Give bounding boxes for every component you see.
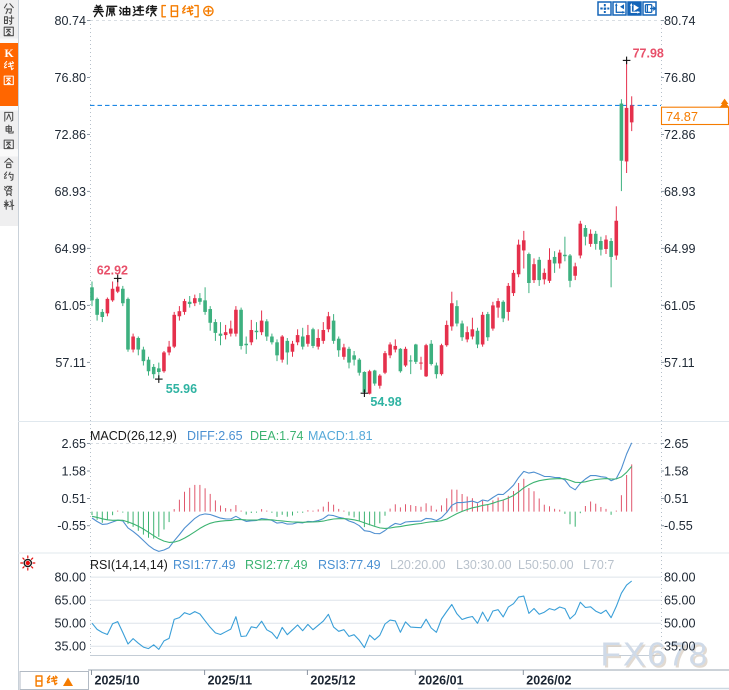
svg-text:76.80: 76.80 — [664, 71, 696, 85]
svg-text:0.51: 0.51 — [61, 492, 86, 506]
svg-text:72.86: 72.86 — [54, 128, 86, 142]
svg-text:2.65: 2.65 — [61, 437, 86, 451]
svg-text:DIFF:2.65: DIFF:2.65 — [187, 429, 243, 443]
svg-text:80.74: 80.74 — [54, 14, 86, 28]
svg-text:2025/10: 2025/10 — [95, 674, 140, 688]
svg-text:RSI1:77.49: RSI1:77.49 — [173, 558, 236, 572]
svg-text:2.65: 2.65 — [664, 437, 689, 451]
svg-text:-0.55: -0.55 — [57, 519, 86, 533]
svg-text:RSI2:77.49: RSI2:77.49 — [245, 558, 308, 572]
svg-text:65.00: 65.00 — [54, 594, 86, 608]
svg-text:76.80: 76.80 — [54, 71, 86, 85]
svg-text:L20:20.00: L20:20.00 — [390, 558, 446, 572]
svg-text:54.98: 54.98 — [370, 395, 401, 409]
svg-text:-0.55: -0.55 — [664, 519, 693, 533]
svg-text:MACD:1.81: MACD:1.81 — [308, 429, 373, 443]
svg-text:72.86: 72.86 — [664, 128, 696, 142]
svg-text:61.05: 61.05 — [664, 299, 696, 313]
svg-text:RSI3:77.49: RSI3:77.49 — [318, 558, 381, 572]
svg-text:35.00: 35.00 — [664, 640, 696, 654]
svg-text:61.05: 61.05 — [54, 299, 86, 313]
svg-text:64.99: 64.99 — [664, 242, 696, 256]
svg-text:68.93: 68.93 — [54, 185, 86, 199]
svg-text:FX678: FX678 — [602, 638, 711, 675]
svg-text:64.99: 64.99 — [54, 242, 86, 256]
svg-text:1.58: 1.58 — [61, 464, 86, 478]
svg-text:RSI(14,14,14): RSI(14,14,14) — [90, 558, 168, 572]
svg-text:2025/12: 2025/12 — [310, 674, 355, 688]
svg-text:FX678: FX678 — [601, 637, 710, 674]
svg-text:0.51: 0.51 — [664, 492, 689, 506]
svg-text:L70:7: L70:7 — [583, 558, 614, 572]
svg-text:77.98: 77.98 — [633, 46, 664, 60]
svg-text:MACD(26,12,9): MACD(26,12,9) — [90, 429, 177, 443]
svg-text:2026/02: 2026/02 — [526, 674, 571, 688]
svg-text:74.87: 74.87 — [666, 109, 698, 124]
svg-text:80.00: 80.00 — [54, 571, 86, 585]
svg-text:50.00: 50.00 — [54, 617, 86, 631]
svg-text:L50:50.00: L50:50.00 — [518, 558, 574, 572]
svg-text:L30:30.00: L30:30.00 — [456, 558, 512, 572]
svg-text:80.74: 80.74 — [664, 14, 696, 28]
svg-text:K: K — [4, 46, 14, 60]
svg-text:2025/11: 2025/11 — [208, 674, 253, 688]
svg-text:65.00: 65.00 — [664, 594, 696, 608]
svg-text:68.93: 68.93 — [664, 185, 696, 199]
svg-text:DEA:1.74: DEA:1.74 — [250, 429, 304, 443]
svg-text:1.58: 1.58 — [664, 464, 689, 478]
svg-text:55.96: 55.96 — [166, 382, 197, 396]
svg-text:62.92: 62.92 — [97, 263, 128, 277]
svg-text:2026/01: 2026/01 — [418, 674, 463, 688]
svg-text:57.11: 57.11 — [55, 356, 86, 370]
svg-text:57.11: 57.11 — [664, 356, 695, 370]
svg-text:50.00: 50.00 — [664, 617, 696, 631]
svg-text:80.00: 80.00 — [664, 571, 696, 585]
svg-text:35.00: 35.00 — [54, 640, 86, 654]
